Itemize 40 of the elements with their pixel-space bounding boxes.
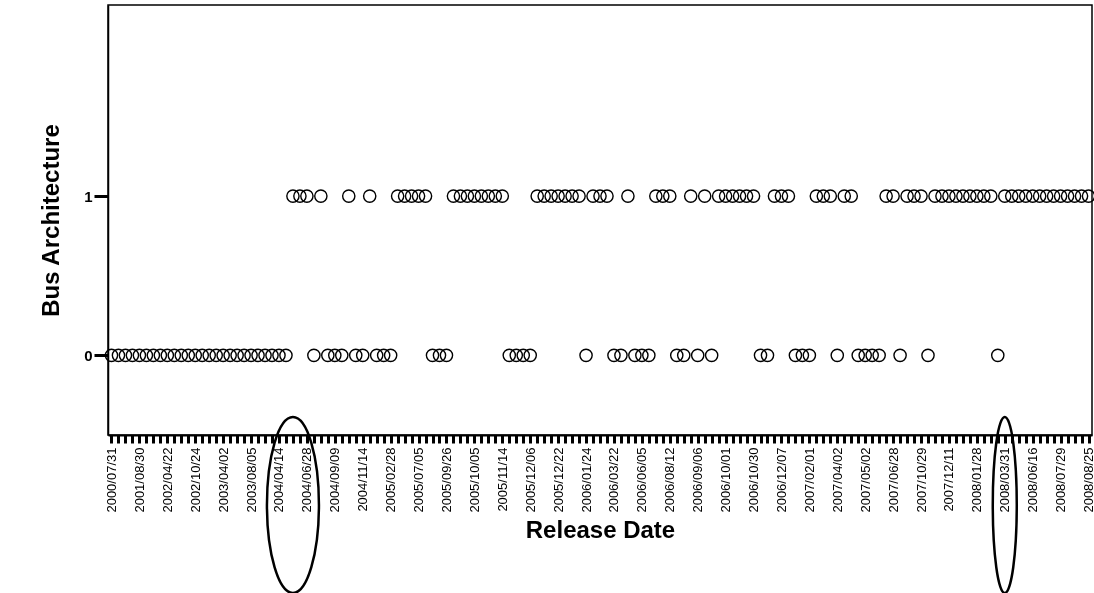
y-tick-label: 1 [84, 187, 93, 205]
x-tick-label: 2006/01/24 [578, 447, 594, 513]
x-tick-label: 2006/10/30 [746, 447, 762, 513]
x-tick-label: 2005/12/22 [550, 447, 566, 513]
x-tick-label: 2006/09/06 [690, 447, 706, 513]
x-tick-label: 2007/10/29 [913, 447, 929, 513]
x-tick-label: 2006/10/01 [718, 447, 734, 513]
x-tick-label: 2003/08/05 [243, 447, 259, 513]
x-tick-label: 2005/07/05 [411, 447, 427, 513]
x-tick-label: 2008/01/28 [969, 447, 985, 513]
x-axis-title: Release Date [525, 515, 676, 543]
x-tick-label: 2006/03/22 [606, 447, 622, 513]
x-tick-label: 2008/03/31 [997, 447, 1013, 513]
y-tick-label: 0 [84, 346, 93, 364]
x-tick-label: 2007/04/02 [829, 447, 845, 513]
x-tick-label: 2004/11/14 [355, 447, 371, 512]
x-tick-label: 2007/02/01 [801, 447, 817, 513]
x-tick-label: 2003/04/02 [215, 447, 231, 513]
x-tick-label: 2005/09/26 [438, 447, 454, 513]
y-axis-title: Bus Architecture [37, 124, 65, 317]
x-tick-label: 2002/04/22 [159, 447, 175, 513]
x-tick-label: 2005/11/14 [494, 447, 510, 512]
x-tick-label: 2004/04/14 [271, 447, 287, 513]
x-tick-label: 2008/07/29 [1053, 447, 1069, 513]
x-tick-label: 2007/06/28 [885, 447, 901, 513]
x-tick-label: 2007/05/02 [857, 447, 873, 513]
x-tick-label: 2000/07/31 [103, 447, 119, 513]
x-tick-label: 2002/10/24 [187, 447, 203, 513]
x-tick-label: 2001/08/30 [131, 447, 147, 513]
x-tick-label: 2004/09/09 [327, 447, 343, 513]
x-tick-label: 2006/06/05 [634, 447, 650, 513]
x-tick-label: 2007/12/11 [941, 447, 957, 512]
x-tick-label: 2005/12/06 [522, 447, 538, 513]
x-tick-label: 2006/08/12 [662, 447, 678, 513]
x-tick-label: 2004/06/28 [299, 447, 315, 513]
x-tick-label: 2008/08/25 [1081, 447, 1094, 513]
x-tick-label: 2006/12/07 [773, 447, 789, 513]
x-tick-label: 2005/10/05 [466, 447, 482, 513]
x-tick-label: 2008/06/16 [1025, 447, 1041, 513]
x-tick-label: 2005/02/28 [383, 447, 399, 513]
